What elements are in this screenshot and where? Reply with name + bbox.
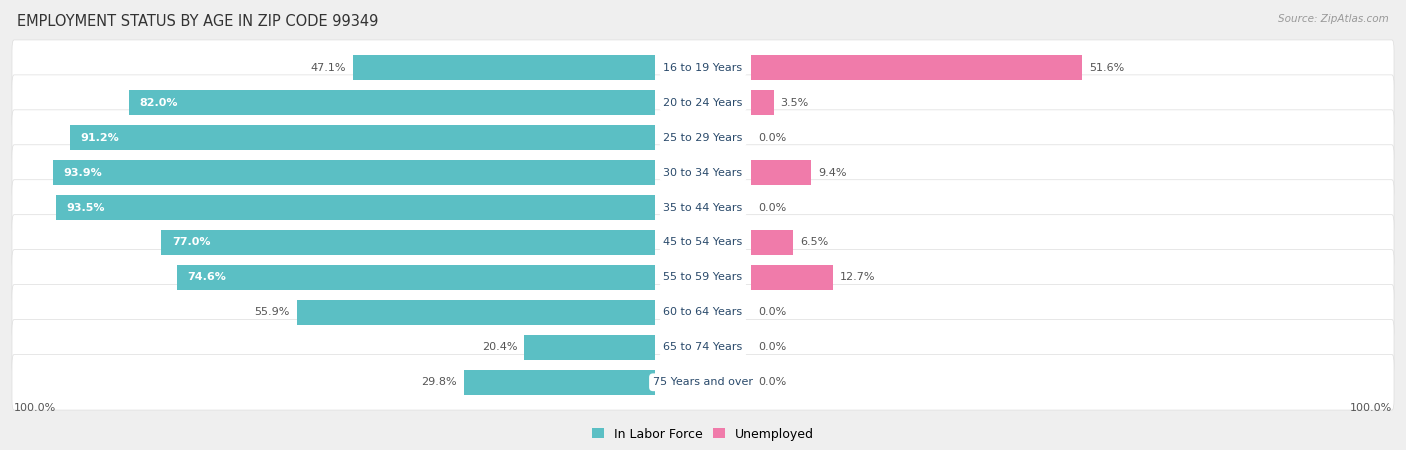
Text: Source: ZipAtlas.com: Source: ZipAtlas.com	[1278, 14, 1389, 23]
Bar	[751, 90, 773, 115]
Text: 55.9%: 55.9%	[254, 307, 290, 317]
Bar	[70, 125, 655, 150]
FancyBboxPatch shape	[13, 250, 1393, 305]
Text: 93.5%: 93.5%	[66, 202, 104, 212]
Text: 0.0%: 0.0%	[758, 307, 786, 317]
Bar	[53, 160, 655, 185]
FancyBboxPatch shape	[13, 40, 1393, 95]
Text: 55 to 59 Years: 55 to 59 Years	[664, 272, 742, 283]
Text: 9.4%: 9.4%	[818, 167, 846, 178]
Text: 100.0%: 100.0%	[1350, 403, 1392, 413]
Bar	[177, 265, 655, 290]
Text: 0.0%: 0.0%	[758, 133, 786, 143]
Text: 93.9%: 93.9%	[63, 167, 103, 178]
Text: 29.8%: 29.8%	[422, 377, 457, 387]
Bar	[464, 370, 655, 395]
FancyBboxPatch shape	[13, 145, 1393, 200]
Bar	[751, 230, 793, 255]
Text: 0.0%: 0.0%	[758, 342, 786, 352]
Text: 30 to 34 Years: 30 to 34 Years	[664, 167, 742, 178]
Text: 65 to 74 Years: 65 to 74 Years	[664, 342, 742, 352]
Text: 25 to 29 Years: 25 to 29 Years	[664, 133, 742, 143]
Text: 91.2%: 91.2%	[80, 133, 120, 143]
Text: 74.6%: 74.6%	[187, 272, 226, 283]
FancyBboxPatch shape	[13, 75, 1393, 130]
Bar	[297, 300, 655, 325]
Bar	[129, 90, 655, 115]
Text: EMPLOYMENT STATUS BY AGE IN ZIP CODE 99349: EMPLOYMENT STATUS BY AGE IN ZIP CODE 993…	[17, 14, 378, 28]
Text: 0.0%: 0.0%	[758, 202, 786, 212]
FancyBboxPatch shape	[13, 110, 1393, 166]
Text: 16 to 19 Years: 16 to 19 Years	[664, 63, 742, 73]
Text: 51.6%: 51.6%	[1088, 63, 1123, 73]
Bar	[751, 265, 832, 290]
Bar	[353, 55, 655, 80]
FancyBboxPatch shape	[13, 180, 1393, 235]
FancyBboxPatch shape	[13, 284, 1393, 340]
Text: 20 to 24 Years: 20 to 24 Years	[664, 98, 742, 108]
Bar	[162, 230, 655, 255]
Legend: In Labor Force, Unemployed: In Labor Force, Unemployed	[586, 423, 820, 446]
Text: 75 Years and over: 75 Years and over	[652, 377, 754, 387]
Bar	[751, 55, 1081, 80]
FancyBboxPatch shape	[13, 215, 1393, 270]
Text: 20.4%: 20.4%	[482, 342, 517, 352]
Bar	[524, 335, 655, 360]
Text: 77.0%: 77.0%	[172, 238, 211, 248]
Text: 0.0%: 0.0%	[758, 377, 786, 387]
Bar	[56, 195, 655, 220]
Text: 35 to 44 Years: 35 to 44 Years	[664, 202, 742, 212]
Text: 60 to 64 Years: 60 to 64 Years	[664, 307, 742, 317]
Text: 100.0%: 100.0%	[14, 403, 56, 413]
Bar	[751, 160, 811, 185]
Text: 82.0%: 82.0%	[139, 98, 179, 108]
Text: 12.7%: 12.7%	[839, 272, 875, 283]
FancyBboxPatch shape	[13, 355, 1393, 410]
FancyBboxPatch shape	[13, 320, 1393, 375]
Text: 45 to 54 Years: 45 to 54 Years	[664, 238, 742, 248]
Text: 3.5%: 3.5%	[780, 98, 808, 108]
Text: 6.5%: 6.5%	[800, 238, 828, 248]
Text: 47.1%: 47.1%	[311, 63, 346, 73]
